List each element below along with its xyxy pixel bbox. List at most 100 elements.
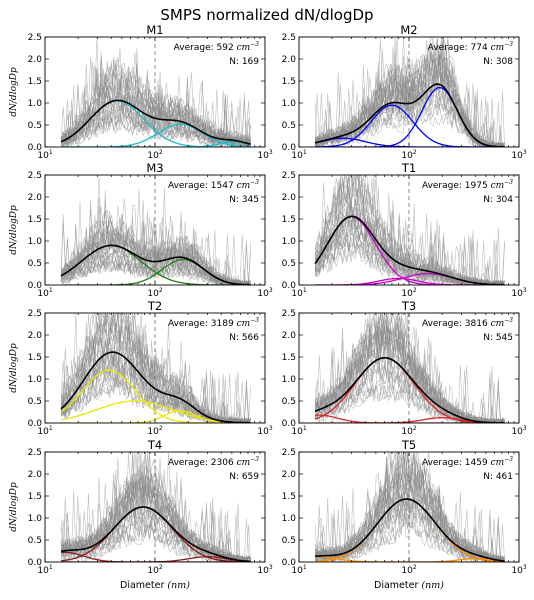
- x-tick-label: 102: [147, 564, 162, 576]
- total-fit-curve: [60, 244, 251, 285]
- panel-title: T4: [147, 438, 162, 452]
- panel-m1: 101 102 103 0.0 0.5 1.0 1.5 2.0 2.5 M1 Average: 59…: [9, 23, 273, 161]
- y-tick-label: 2.0: [28, 193, 43, 203]
- x-tick-label: 103: [257, 564, 272, 576]
- y-tick-label: 0.5: [282, 121, 296, 131]
- average-annotation: Average: 592 cm−3: [174, 41, 259, 53]
- y-tick-label: 0.0: [282, 419, 297, 429]
- panel-title: M1: [146, 23, 163, 37]
- x-tick-label: 102: [401, 149, 416, 161]
- y-tick-label: 1.5: [28, 215, 42, 225]
- panel-title: T3: [401, 299, 416, 313]
- count-annotation: N: 461: [483, 472, 513, 482]
- panel-title: M2: [400, 23, 417, 37]
- total-fit-curve: [60, 506, 251, 562]
- y-tick-label: 0.5: [282, 536, 296, 546]
- y-tick-label: 1.0: [28, 99, 43, 109]
- y-tick-label: 2.5: [282, 309, 296, 319]
- mode-curve-1: [315, 556, 505, 562]
- panel-title: M3: [146, 161, 163, 175]
- total-fit-curve: [60, 351, 251, 423]
- y-tick-label: 1.5: [282, 215, 296, 225]
- x-tick-label: 103: [257, 287, 272, 299]
- y-axis-label: dN/dlogDp: [9, 343, 19, 393]
- scan-envelope: [60, 452, 251, 562]
- scan-envelope: [314, 37, 505, 147]
- y-tick-label: 1.0: [282, 237, 297, 247]
- count-annotation: N: 345: [229, 195, 259, 205]
- y-tick-label: 2.5: [282, 171, 296, 181]
- x-tick-label: 102: [401, 287, 416, 299]
- y-tick-label: 1.0: [28, 237, 43, 247]
- mode-curve-1: [61, 551, 251, 562]
- count-annotation: N: 308: [483, 57, 513, 67]
- x-tick-label: 101: [291, 564, 306, 576]
- count-annotation: N: 545: [483, 333, 513, 343]
- y-tick-label: 0.0: [282, 143, 297, 153]
- x-tick-label: 103: [511, 287, 526, 299]
- mode-curve-1: [315, 414, 505, 423]
- x-tick-label: 101: [37, 564, 52, 576]
- x-tick-label: 102: [401, 425, 416, 437]
- panel-title: T5: [401, 438, 416, 452]
- total-fit-curve: [314, 357, 505, 423]
- y-tick-label: 1.5: [28, 353, 42, 363]
- x-tick-label: 101: [37, 287, 52, 299]
- x-axis-label: Diameter (nm): [120, 580, 190, 591]
- y-tick-label: 0.0: [28, 281, 43, 291]
- y-tick-label: 1.0: [282, 375, 297, 385]
- x-tick-label: 102: [147, 425, 162, 437]
- y-tick-label: 2.0: [28, 55, 43, 65]
- scan-envelope: [60, 177, 251, 285]
- x-tick-label: 103: [257, 425, 272, 437]
- mode-curve-3: [61, 141, 251, 147]
- scan-envelope: [314, 452, 505, 562]
- y-axis-label: dN/dlogDp: [9, 67, 19, 117]
- y-tick-label: 1.0: [28, 375, 43, 385]
- panel-t2: 101 102 103 0.0 0.5 1.0 1.5 2.0 2.5 T2 Average: 31…: [9, 299, 273, 437]
- x-tick-label: 102: [147, 149, 162, 161]
- y-axis-label: dN/dlogDp: [9, 482, 19, 532]
- average-annotation: Average: 1975 cm−3: [422, 179, 513, 191]
- x-tick-label: 103: [257, 149, 272, 161]
- count-annotation: N: 659: [229, 472, 259, 482]
- y-tick-label: 1.0: [282, 514, 297, 524]
- figure-title: SMPS normalized dN/dlogDp: [160, 6, 374, 24]
- panel-t1: 101 102 103 0.0 0.5 1.0 1.5 2.0 2.5 T1 Average: 19…: [282, 161, 527, 299]
- y-tick-label: 0.5: [28, 397, 42, 407]
- count-annotation: N: 566: [229, 333, 259, 343]
- y-tick-label: 1.5: [282, 77, 296, 87]
- y-tick-label: 2.5: [28, 448, 42, 458]
- average-annotation: Average: 774 cm−3: [428, 41, 513, 53]
- y-tick-label: 0.0: [28, 419, 43, 429]
- y-axis-label: dN/dlogDp: [9, 205, 19, 255]
- y-tick-label: 0.0: [28, 143, 43, 153]
- y-tick-label: 1.5: [282, 492, 296, 502]
- y-tick-label: 2.0: [282, 55, 297, 65]
- total-fit-curve: [314, 215, 505, 285]
- y-tick-label: 2.0: [28, 331, 43, 341]
- x-tick-label: 101: [291, 287, 306, 299]
- total-fit-curve: [314, 83, 505, 147]
- mode-curve-3: [315, 557, 505, 562]
- x-tick-label: 103: [511, 564, 526, 576]
- y-tick-label: 1.0: [28, 514, 43, 524]
- x-tick-label: 102: [147, 287, 162, 299]
- y-tick-label: 0.5: [28, 121, 42, 131]
- y-tick-label: 2.5: [28, 33, 42, 43]
- y-tick-label: 2.0: [282, 331, 297, 341]
- y-tick-label: 1.0: [282, 99, 297, 109]
- mode-curve-2: [61, 123, 251, 147]
- y-tick-label: 0.5: [282, 397, 296, 407]
- y-tick-label: 2.0: [282, 193, 297, 203]
- x-tick-label: 101: [37, 425, 52, 437]
- x-tick-label: 101: [37, 149, 52, 161]
- y-tick-label: 2.0: [28, 470, 43, 480]
- scan-envelope: [314, 175, 505, 285]
- average-annotation: Average: 1547 cm−3: [168, 179, 259, 191]
- y-tick-label: 2.5: [282, 33, 296, 43]
- panel-title: T1: [401, 161, 416, 175]
- scan-envelope: [60, 313, 251, 423]
- y-tick-label: 1.5: [282, 353, 296, 363]
